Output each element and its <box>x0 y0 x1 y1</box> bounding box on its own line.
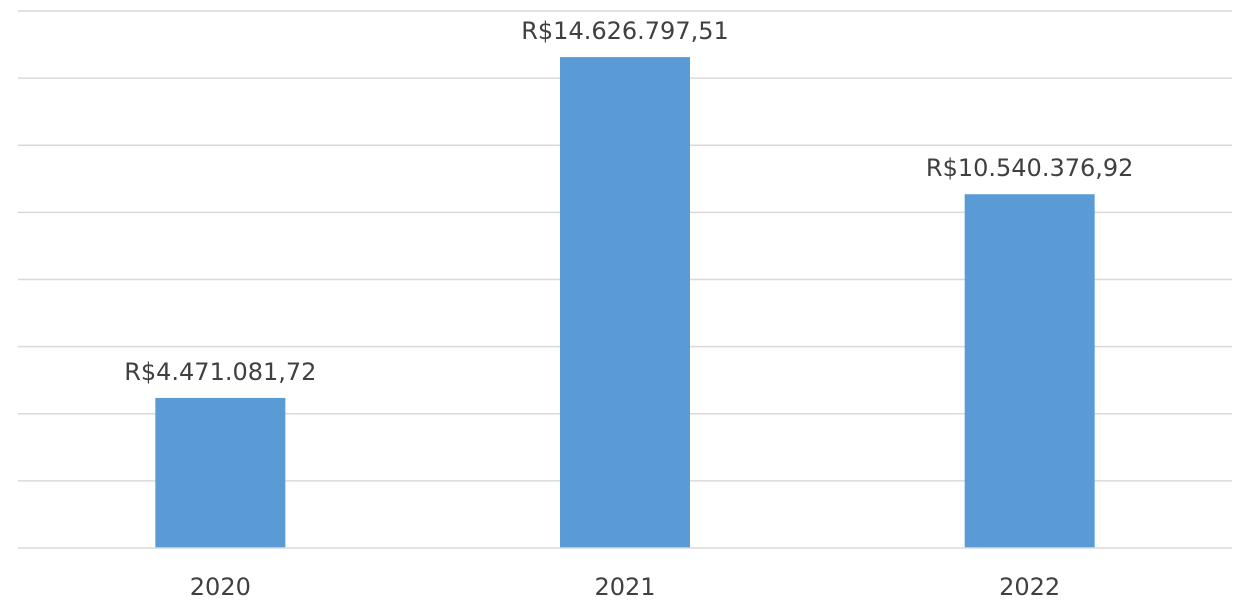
x-tick-label-2022: 2022 <box>999 573 1060 601</box>
data-label-2020: R$4.471.081,72 <box>124 358 316 386</box>
bar-2021 <box>560 57 690 549</box>
x-tick-labels: 2020 2021 2022 <box>190 573 1060 601</box>
bar-2020 <box>155 397 286 548</box>
data-label-2022: R$10.540.376,92 <box>926 154 1134 182</box>
data-label-2021: R$14.626.797,51 <box>521 17 729 45</box>
bar-2022 <box>964 194 1095 549</box>
bars <box>155 57 1095 549</box>
x-tick-label-2020: 2020 <box>190 573 251 601</box>
data-labels: R$4.471.081,72 R$14.626.797,51 R$10.540.37… <box>124 17 1133 386</box>
x-tick-label-2021: 2021 <box>594 573 655 601</box>
